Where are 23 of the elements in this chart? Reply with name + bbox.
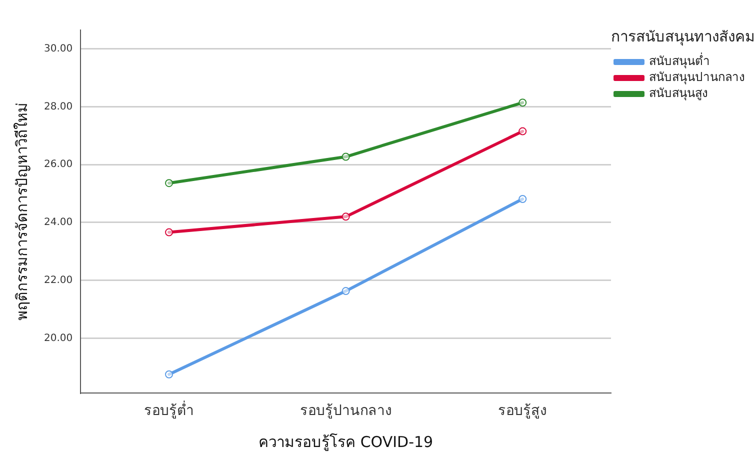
point	[518, 127, 527, 136]
point	[342, 287, 350, 296]
legend-label: สนับสนุนปานกลาง	[649, 70, 745, 86]
x-tick-label: รอบรู้ต่ำ	[144, 401, 194, 420]
point	[165, 228, 174, 236]
x-tick-label: รอบรู้สูง	[498, 403, 548, 420]
point	[518, 98, 527, 107]
point	[342, 152, 350, 161]
x-tick-label: รอบรู้ปานกลาง	[300, 403, 392, 420]
y-tick-label: 24.00	[44, 217, 73, 228]
y-tick-label: 28.00	[44, 101, 73, 112]
legend-label: สนับสนุนต่ำ	[649, 52, 710, 70]
y-tick-label: 26.00	[44, 159, 73, 170]
point	[342, 212, 350, 221]
y-tick-label: 30.00	[44, 43, 73, 54]
point	[165, 370, 174, 378]
point	[165, 179, 174, 188]
y-tick-label: 22.00	[44, 274, 73, 286]
x-axis-title: ความรอบรู้โรค COVID-19	[258, 432, 434, 451]
y-tick-label: 20.00	[44, 332, 73, 344]
point	[518, 195, 527, 204]
legend-label: สนับสนุนสูง	[649, 86, 708, 102]
y-axis-title: พฤติกรรมการจัดการปัญหาวิถีใหม่	[12, 102, 31, 321]
